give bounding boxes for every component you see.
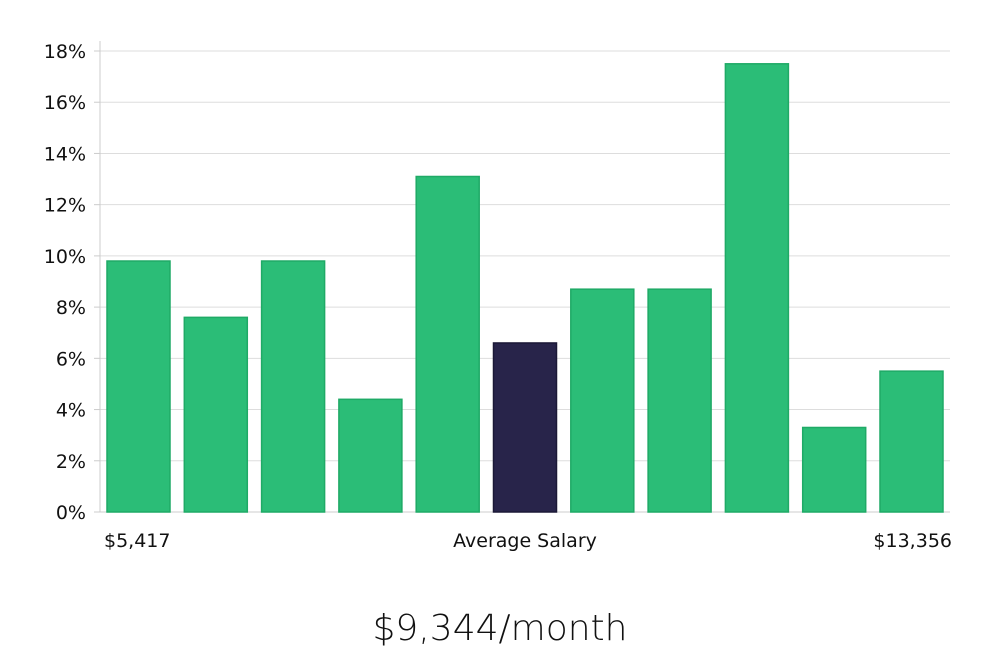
bar — [415, 175, 480, 513]
bar — [106, 260, 171, 513]
bar — [183, 316, 249, 513]
y-axis-ticks: 0% 2% 4% 6% 8% 10% 12% 14% 16% 18% — [44, 41, 100, 524]
bar — [260, 260, 326, 513]
salary-distribution-chart: 0% 2% 4% 6% 8% 10% 12% 14% 16% 18% $5,417 Average… — [44, 41, 952, 552]
y-tick-label: 0% — [56, 502, 86, 524]
bars — [106, 63, 944, 513]
x-axis-max-label: $13,356 — [873, 530, 952, 552]
y-tick-label: 6% — [56, 348, 86, 370]
x-axis-title: Average Salary — [453, 530, 597, 552]
y-tick-label: 2% — [56, 451, 86, 473]
bar — [879, 370, 944, 513]
bar — [338, 398, 403, 513]
bar — [801, 426, 867, 513]
y-tick-label: 16% — [44, 92, 86, 114]
y-tick-label: 14% — [44, 143, 86, 165]
x-axis-min-label: $5,417 — [104, 530, 170, 552]
y-tick-label: 12% — [44, 195, 86, 217]
average-salary-headline: $9,344/month — [372, 608, 628, 649]
bar — [570, 288, 635, 513]
y-tick-label: 18% — [44, 41, 86, 63]
bar — [647, 288, 712, 513]
bar — [724, 63, 790, 513]
bar-average-salary — [492, 342, 558, 513]
y-tick-label: 8% — [56, 297, 86, 319]
y-tick-label: 4% — [56, 400, 86, 422]
y-tick-label: 10% — [44, 246, 86, 268]
